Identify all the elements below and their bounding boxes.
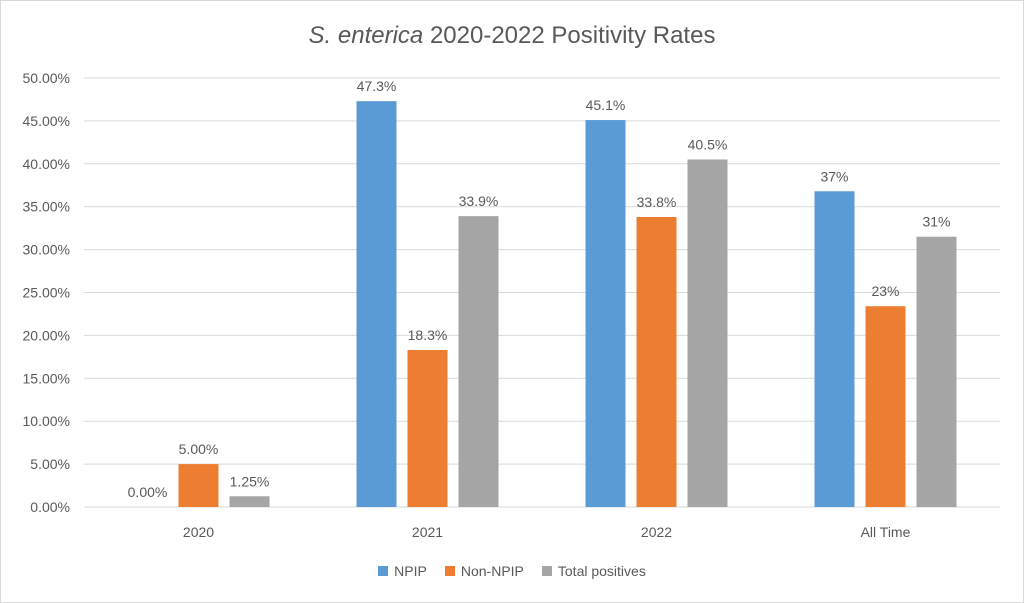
legend-item-npip: NPIP [378,563,427,579]
y-tick-label: 10.00% [23,413,70,429]
chart-title: S. enterica 2020-2022 Positivity Rates [0,22,1024,50]
bar-total-positives [229,496,270,507]
chart-legend: NPIP Non-NPIP Total positives [0,563,1024,579]
legend-label-total-positives: Total positives [557,563,646,579]
x-tick-label: 2021 [412,524,443,540]
data-label-non-npip: 18.3% [408,327,448,343]
data-label-non-npip: 33.8% [637,194,677,210]
legend-item-total-positives: Total positives [541,563,646,579]
y-tick-label: 20.00% [23,327,70,343]
data-label-total-positives: 33.9% [459,193,499,209]
data-label-non-npip: 5.00% [179,441,219,457]
y-tick-label: 35.00% [23,199,70,215]
bar-non-npip [636,216,677,507]
legend-item-non-npip: Non-NPIP [444,563,524,579]
y-tick-label: 50.00% [23,70,70,86]
data-label-total-positives: 31% [922,214,950,230]
bar-npip [585,120,626,508]
bar-total-positives [458,216,499,507]
data-label-npip: 47.3% [357,78,397,94]
data-label-npip: 0.00% [128,484,168,500]
legend-label-non-npip: Non-NPIP [460,563,524,579]
chart-title-rest: 2020-2022 Positivity Rates [423,22,716,49]
bar-total-positives [687,159,728,507]
y-tick-label: 25.00% [23,285,70,301]
data-label-npip: 45.1% [586,97,626,113]
legend-swatch-non-npip [444,566,455,576]
y-tick-label: 15.00% [23,370,70,386]
y-tick-label: 45.00% [23,113,70,129]
x-tick-label: All Time [861,524,911,540]
bar-non-npip [865,306,906,507]
bar-non-npip [407,349,448,507]
y-tick-label: 30.00% [23,242,70,258]
y-tick-label: 40.00% [23,156,70,172]
bar-total-positives [916,236,957,508]
bar-npip [814,191,855,508]
legend-swatch-total-positives [541,566,552,576]
legend-swatch-npip [378,566,389,576]
chart-title-italic: S. enterica [308,22,424,49]
data-label-total-positives: 1.25% [230,473,270,489]
x-tick-label: 2022 [641,524,672,540]
data-label-npip: 37% [820,168,848,184]
bar-non-npip [178,464,219,507]
data-label-total-positives: 40.5% [688,137,728,153]
x-tick-label: 2020 [183,524,214,540]
y-tick-label: 5.00% [30,456,70,472]
bar-npip [356,101,397,507]
legend-label-npip: NPIP [394,563,427,579]
y-tick-label: 0.00% [30,499,70,515]
data-label-non-npip: 23% [871,283,899,299]
